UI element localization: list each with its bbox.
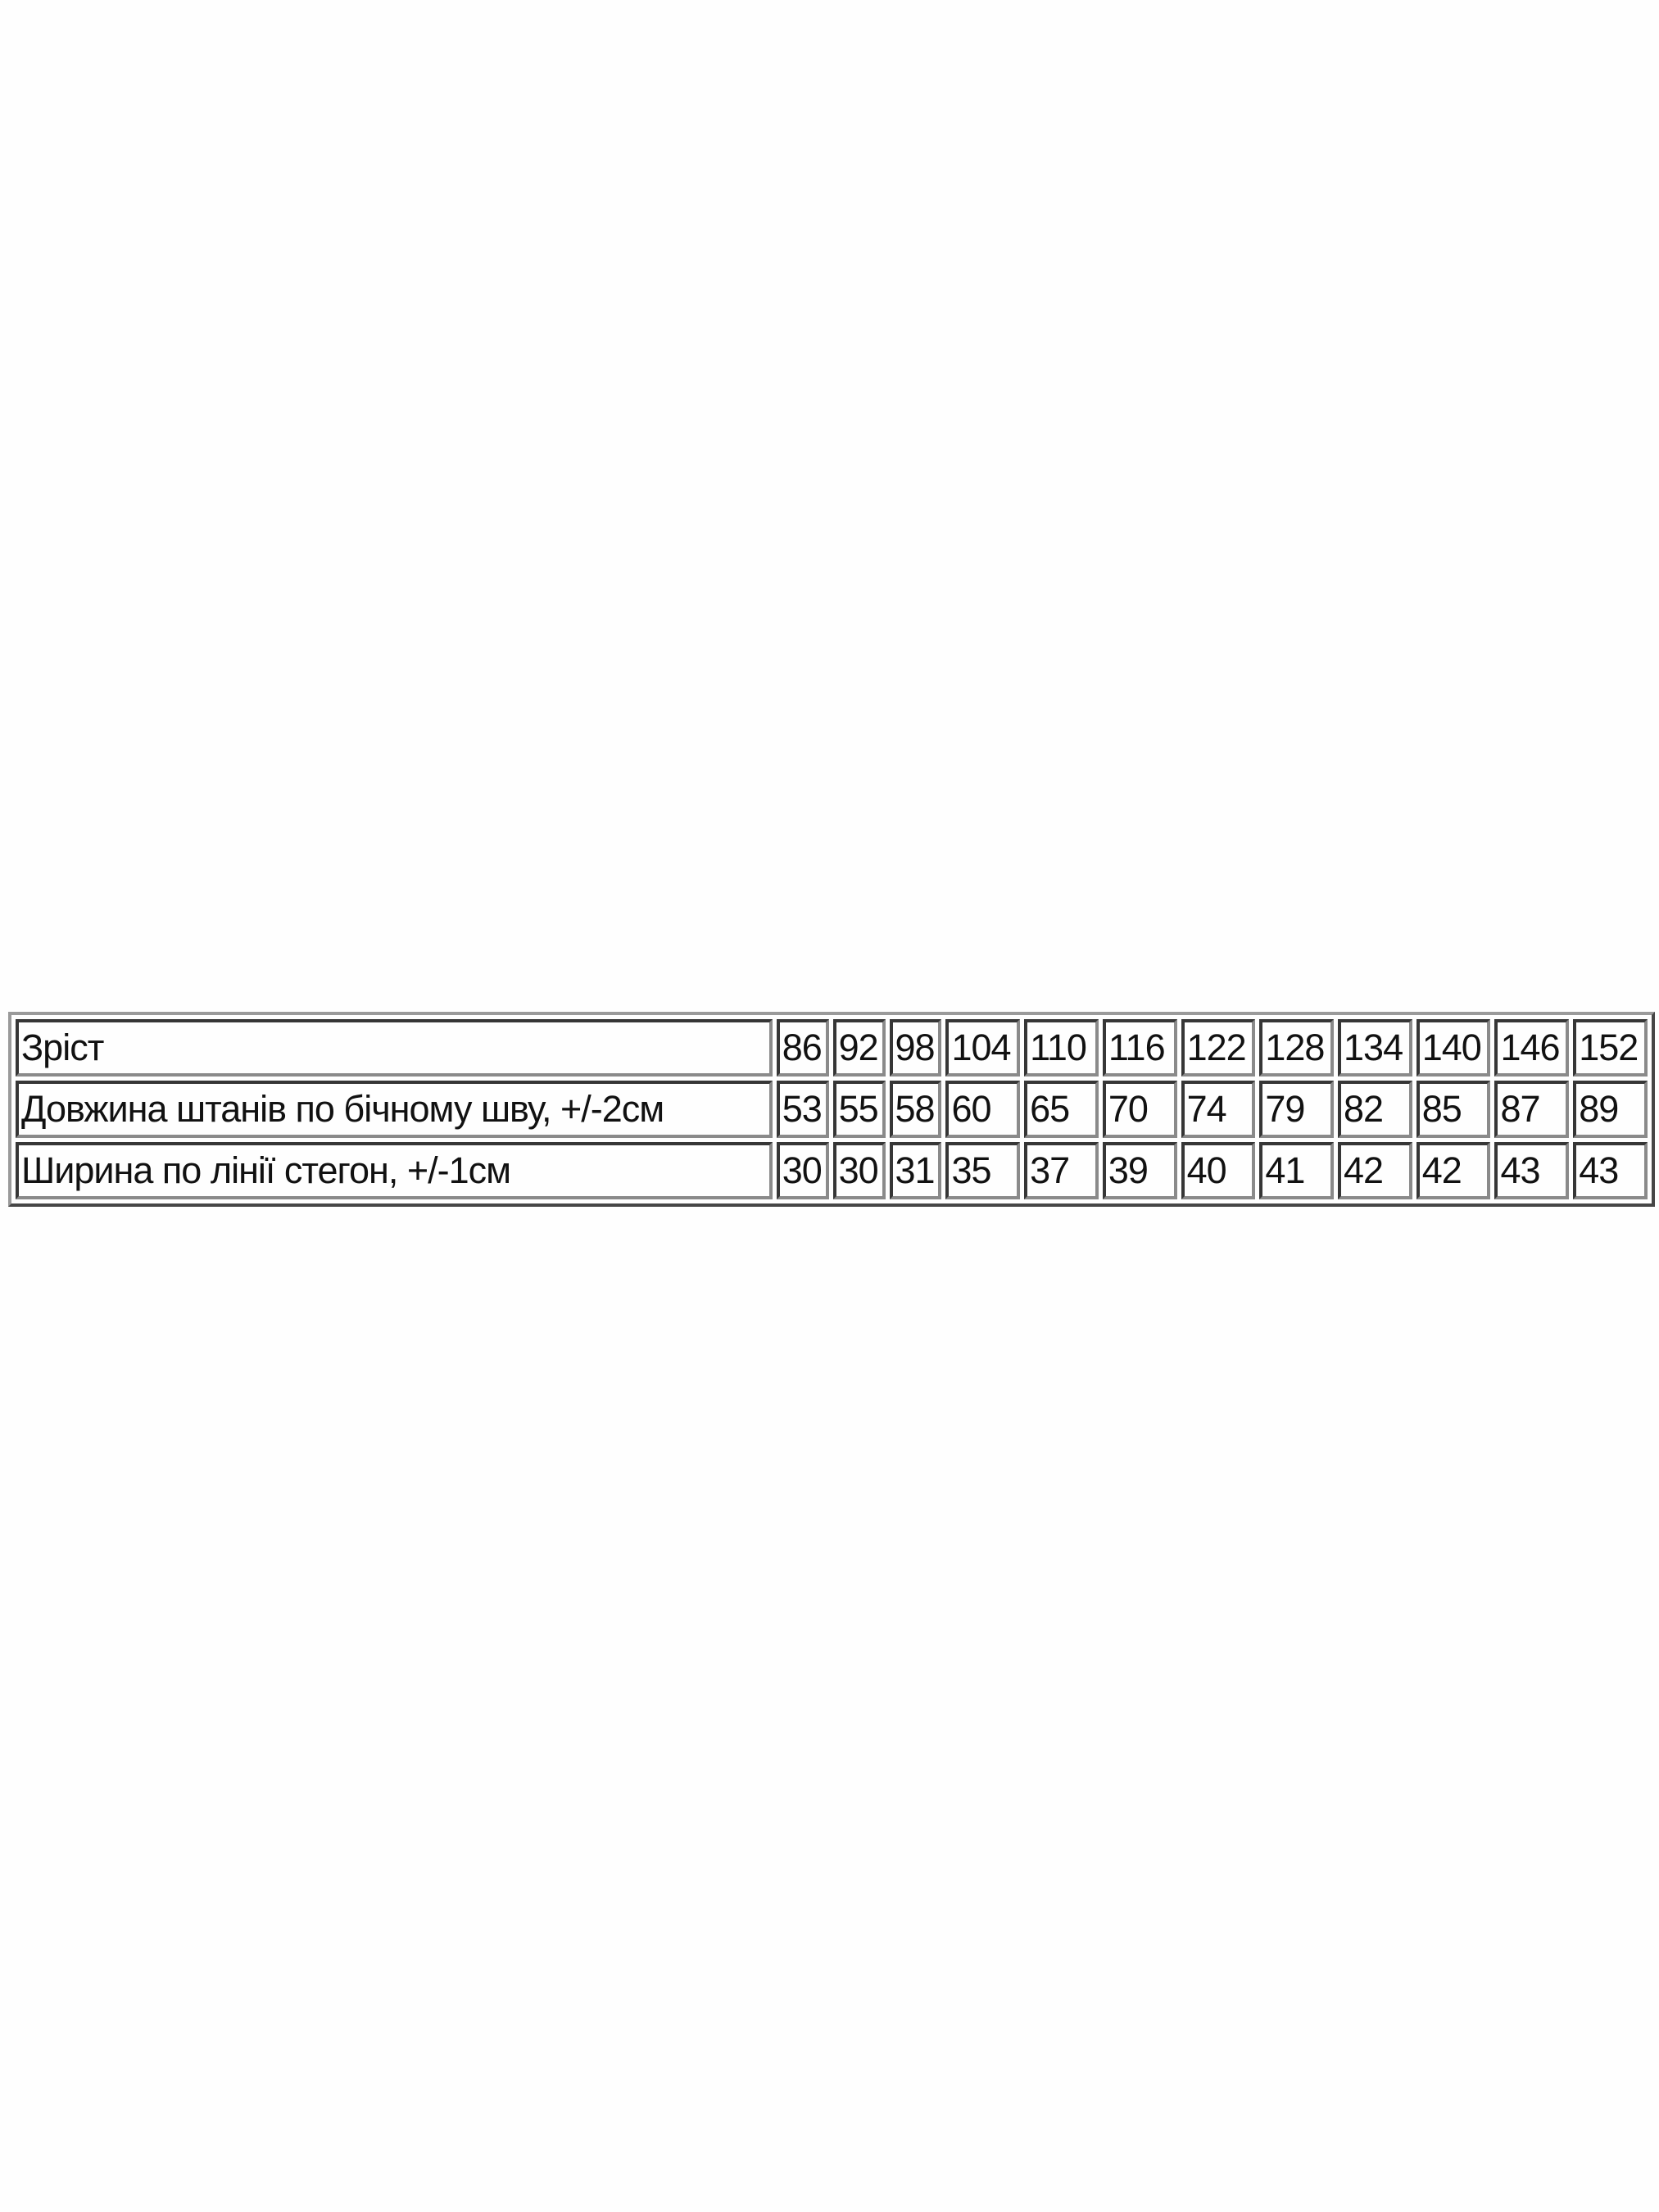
table-cell: 58 (889, 1081, 942, 1138)
table-cell: 37 (1024, 1142, 1099, 1199)
table-cell: 70 (1102, 1081, 1177, 1138)
row-label: Довжина штанів по бічному шву, +/-2см (16, 1081, 773, 1138)
table-row: Ширина по лінії стегон, +/-1см 30 30 31 35 37… (16, 1142, 1648, 1199)
table-cell: 86 (776, 1019, 829, 1077)
table-cell: 89 (1573, 1081, 1648, 1138)
table-cell: 41 (1259, 1142, 1335, 1199)
table-cell: 43 (1573, 1142, 1648, 1199)
table-cell: 85 (1416, 1081, 1491, 1138)
table-cell: 134 (1338, 1019, 1412, 1077)
table-cell: 152 (1573, 1019, 1648, 1077)
table-cell: 87 (1494, 1081, 1570, 1138)
table-cell: 92 (832, 1019, 886, 1077)
table-cell: 42 (1338, 1142, 1412, 1199)
table-cell: 30 (776, 1142, 829, 1199)
table-cell: 53 (776, 1081, 829, 1138)
table-cell: 60 (945, 1081, 1021, 1138)
table-row: Зріст 86 92 98 104 110 116 122 128 134 140 146 152 (16, 1019, 1648, 1077)
table-cell: 39 (1102, 1142, 1177, 1199)
table-cell: 140 (1416, 1019, 1491, 1077)
table-cell: 98 (889, 1019, 942, 1077)
table-cell: 31 (889, 1142, 942, 1199)
table-cell: 74 (1181, 1081, 1256, 1138)
table-cell: 82 (1338, 1081, 1412, 1138)
table-cell: 35 (945, 1142, 1021, 1199)
table-cell: 79 (1259, 1081, 1335, 1138)
table-cell: 116 (1102, 1019, 1177, 1077)
table-cell: 104 (945, 1019, 1021, 1077)
table-cell: 40 (1181, 1142, 1256, 1199)
table-cell: 55 (832, 1081, 886, 1138)
size-chart-table: Зріст 86 92 98 104 110 116 122 128 134 140 146 152 До… (8, 1012, 1655, 1207)
table-cell: 65 (1024, 1081, 1099, 1138)
table-cell: 30 (832, 1142, 886, 1199)
table-row: Довжина штанів по бічному шву, +/-2см 53 5… (16, 1081, 1648, 1138)
table-cell: 43 (1494, 1142, 1570, 1199)
table-cell: 146 (1494, 1019, 1570, 1077)
row-label: Ширина по лінії стегон, +/-1см (16, 1142, 773, 1199)
table-cell: 42 (1416, 1142, 1491, 1199)
table-cell: 128 (1259, 1019, 1335, 1077)
row-label: Зріст (16, 1019, 773, 1077)
table-cell: 122 (1181, 1019, 1256, 1077)
table-cell: 110 (1024, 1019, 1099, 1077)
